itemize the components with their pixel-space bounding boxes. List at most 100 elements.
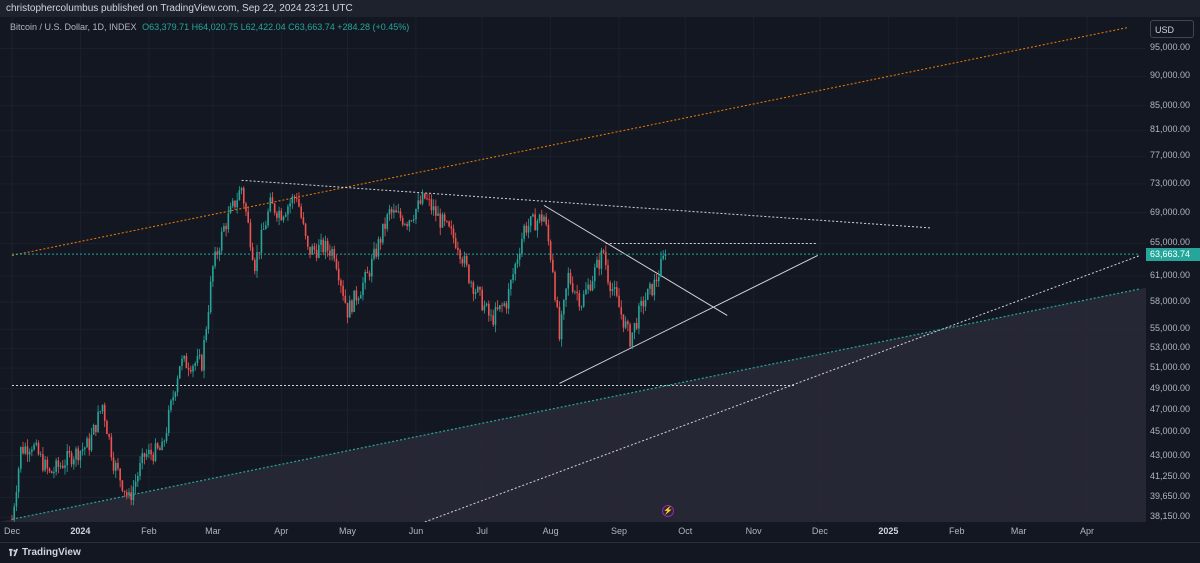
candle-body: [84, 447, 86, 450]
candle-body: [655, 279, 658, 282]
price-tick-label: 81,000.00: [1150, 124, 1191, 135]
time-tick-label: Mar: [205, 526, 221, 536]
trend-line-wedge-bottom[interactable]: [559, 255, 818, 384]
price-tick-label: 95,000.00: [1150, 42, 1191, 53]
candle-body: [125, 492, 128, 496]
candle-body: [593, 267, 596, 282]
candle-body: [229, 206, 232, 214]
candle-body: [320, 239, 322, 245]
candle-body: [563, 299, 565, 315]
candle-body: [589, 284, 592, 291]
candle-body: [507, 289, 510, 309]
time-tick-label: Dec: [3, 526, 21, 536]
candle-body: [401, 218, 404, 225]
candle-body: [141, 453, 144, 464]
candle-body: [616, 287, 618, 296]
candle-body: [580, 306, 583, 308]
candle-body: [291, 196, 294, 204]
publish-header: christophercolumbus published on Trading…: [0, 0, 1200, 17]
candle-body: [505, 303, 508, 309]
price-tick-label: 69,000.00: [1150, 206, 1191, 217]
lightning-icon[interactable]: ⚡: [662, 505, 674, 517]
candle-body: [364, 271, 366, 283]
candle-body: [90, 434, 93, 451]
time-tick-label: 2025: [878, 526, 899, 536]
trend-line-triangle-top[interactable]: [241, 179, 931, 229]
candle-body: [282, 216, 285, 221]
candle-body: [181, 358, 183, 367]
candle-body: [271, 197, 274, 204]
candle-body: [450, 226, 453, 229]
candle-body: [384, 223, 386, 229]
price-axis[interactable]: [1146, 17, 1200, 522]
candle-body: [37, 442, 40, 455]
candle-body: [236, 200, 238, 208]
candle-body: [521, 238, 523, 254]
price-tick-label: 85,000.00: [1150, 99, 1191, 110]
candle-body: [176, 378, 179, 393]
candle-body: [439, 213, 442, 228]
price-chart-svg[interactable]: [0, 17, 1146, 522]
candle-body: [390, 209, 393, 213]
candle-body: [57, 460, 60, 467]
candle-body: [156, 443, 159, 449]
candle-body: [523, 225, 525, 239]
price-tick-label: 43,000.00: [1150, 449, 1191, 460]
price-tick-label: 73,000.00: [1150, 177, 1191, 188]
candle-body: [198, 355, 201, 357]
candle-body: [218, 250, 221, 255]
candle-body: [242, 188, 245, 204]
candle-body: [70, 453, 73, 465]
candle-body: [609, 282, 612, 292]
candle-body: [178, 366, 181, 379]
candle-body: [366, 271, 369, 274]
candle-body: [574, 291, 576, 293]
candle-body: [234, 200, 236, 208]
candle-body: [340, 280, 342, 286]
trend-line-long-support[interactable]: [424, 254, 1141, 522]
candle-body: [86, 438, 88, 448]
candle-body: [518, 253, 521, 260]
candle-body: [302, 217, 305, 224]
candle-body: [397, 211, 400, 213]
time-axis[interactable]: [0, 522, 1146, 542]
candle-body: [510, 280, 512, 290]
candle-body: [629, 324, 631, 347]
chart-pane[interactable]: [0, 17, 1146, 522]
candle-body: [596, 259, 598, 268]
candle-body: [472, 282, 475, 294]
candle-body: [53, 471, 55, 474]
candle-body: [560, 314, 563, 340]
candle-body: [657, 276, 660, 282]
candle-body: [28, 451, 31, 455]
candle-body: [167, 410, 170, 433]
candle-body: [106, 420, 108, 435]
candle-body: [163, 440, 166, 442]
time-tick-label: Mar: [1010, 526, 1027, 536]
candle-body: [231, 200, 234, 207]
candle-body: [633, 322, 636, 333]
currency-selector[interactable]: USD: [1150, 20, 1194, 38]
trend-line-wedge-top[interactable]: [543, 204, 728, 316]
candle-body: [620, 307, 623, 315]
candle-body: [187, 368, 190, 370]
candle-body: [130, 492, 133, 501]
candle-body: [251, 247, 254, 260]
candle-body: [238, 190, 241, 201]
candle-body: [618, 295, 620, 308]
candle-body: [33, 444, 35, 450]
candle-body: [485, 303, 488, 306]
candle-body: [68, 451, 71, 454]
candle-body: [77, 448, 80, 461]
candle-body: [159, 448, 161, 451]
candle-body: [165, 432, 168, 441]
candle-body: [92, 424, 95, 435]
candle-body: [81, 449, 84, 451]
candle-body: [503, 303, 506, 306]
candle-body: [490, 315, 492, 317]
candle-body: [13, 506, 16, 520]
candle-body: [525, 225, 528, 233]
candle-body: [55, 460, 57, 472]
candle-body: [622, 314, 625, 328]
candle-body: [373, 248, 375, 259]
